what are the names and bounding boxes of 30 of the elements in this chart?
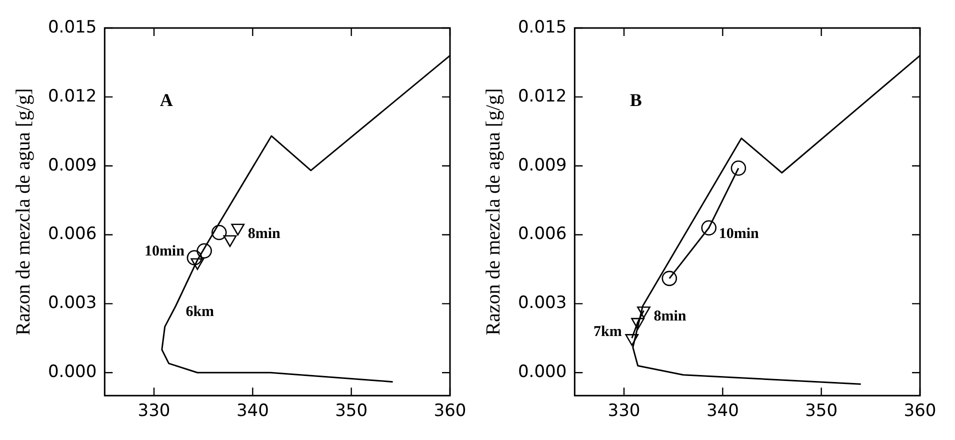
y-tick-label: 0.015 — [48, 17, 97, 38]
y-tick-label: 0.015 — [518, 17, 567, 38]
y-tick-label: 0.000 — [48, 362, 97, 382]
y-tick-label: 0.006 — [518, 224, 567, 244]
x-tick-label: 330 — [138, 401, 170, 422]
x-tick-label: 360 — [434, 401, 466, 422]
y-tick-label: 0.012 — [518, 86, 567, 106]
annotation: B — [630, 90, 642, 110]
x-tick-label: 360 — [904, 401, 936, 422]
y-tick-label: 0.003 — [48, 293, 97, 314]
annotation: 8min — [654, 308, 687, 324]
annotation: 6km — [186, 304, 215, 320]
x-tick-label: 340 — [236, 401, 269, 422]
annotation: A — [160, 90, 173, 110]
y-axis-title: Razon de mezcla de agua [g/g] — [12, 88, 34, 336]
x-tick-label: 330 — [608, 401, 640, 422]
x-tick-label: 350 — [805, 401, 838, 422]
annotation: 10min — [144, 244, 186, 260]
y-tick-label: 0.000 — [518, 362, 567, 382]
y-tick-label: 0.006 — [48, 224, 97, 244]
x-tick-label: 340 — [706, 401, 739, 422]
y-tick-label: 0.012 — [48, 86, 97, 106]
y-axis-title: Razon de mezcla de agua [g/g] — [482, 88, 504, 336]
x-tick-label: 350 — [335, 401, 368, 422]
y-tick-label: 0.009 — [518, 155, 567, 176]
annotation: 10min — [718, 226, 760, 242]
y-tick-label: 0.003 — [518, 293, 567, 314]
y-tick-label: 0.009 — [48, 155, 97, 176]
annotation: 7km — [594, 324, 622, 340]
annotation: 8min — [248, 226, 282, 242]
